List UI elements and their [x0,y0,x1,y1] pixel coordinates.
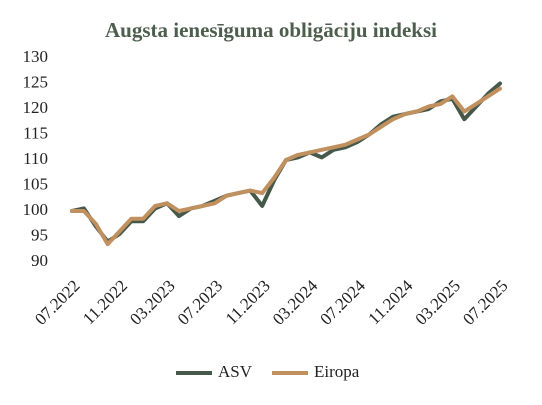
series-line [70,86,502,247]
y-tick-label: 100 [23,200,49,219]
y-tick-label: 120 [23,98,49,117]
x-tick-label: 03.2023 [126,276,179,329]
x-tick-label: 07.2023 [174,276,227,329]
x-tick-label: 07.2025 [459,276,512,329]
legend-label: ASV [218,362,253,381]
y-tick-label: 90 [31,251,48,270]
x-tick-label: 11.2023 [222,276,274,328]
y-tick-label: 95 [31,225,48,244]
x-tick-label: 03.2025 [412,276,465,329]
x-tick-label: 11.2022 [79,276,131,328]
x-tick-label: 11.2024 [364,276,416,328]
chart-title: Augsta ienesīguma obligāciju indeksi [105,18,437,42]
x-tick-label: 03.2024 [269,276,322,329]
y-tick-label: 125 [23,72,49,91]
x-tick-label: 07.2022 [31,276,84,329]
y-tick-label: 115 [23,123,48,142]
y-tick-label: 110 [23,149,48,168]
legend-label: Eiropa [314,362,360,381]
x-tick-label: 07.2024 [316,276,369,329]
y-tick-label: 130 [23,47,49,66]
y-tick-label: 105 [23,174,49,193]
